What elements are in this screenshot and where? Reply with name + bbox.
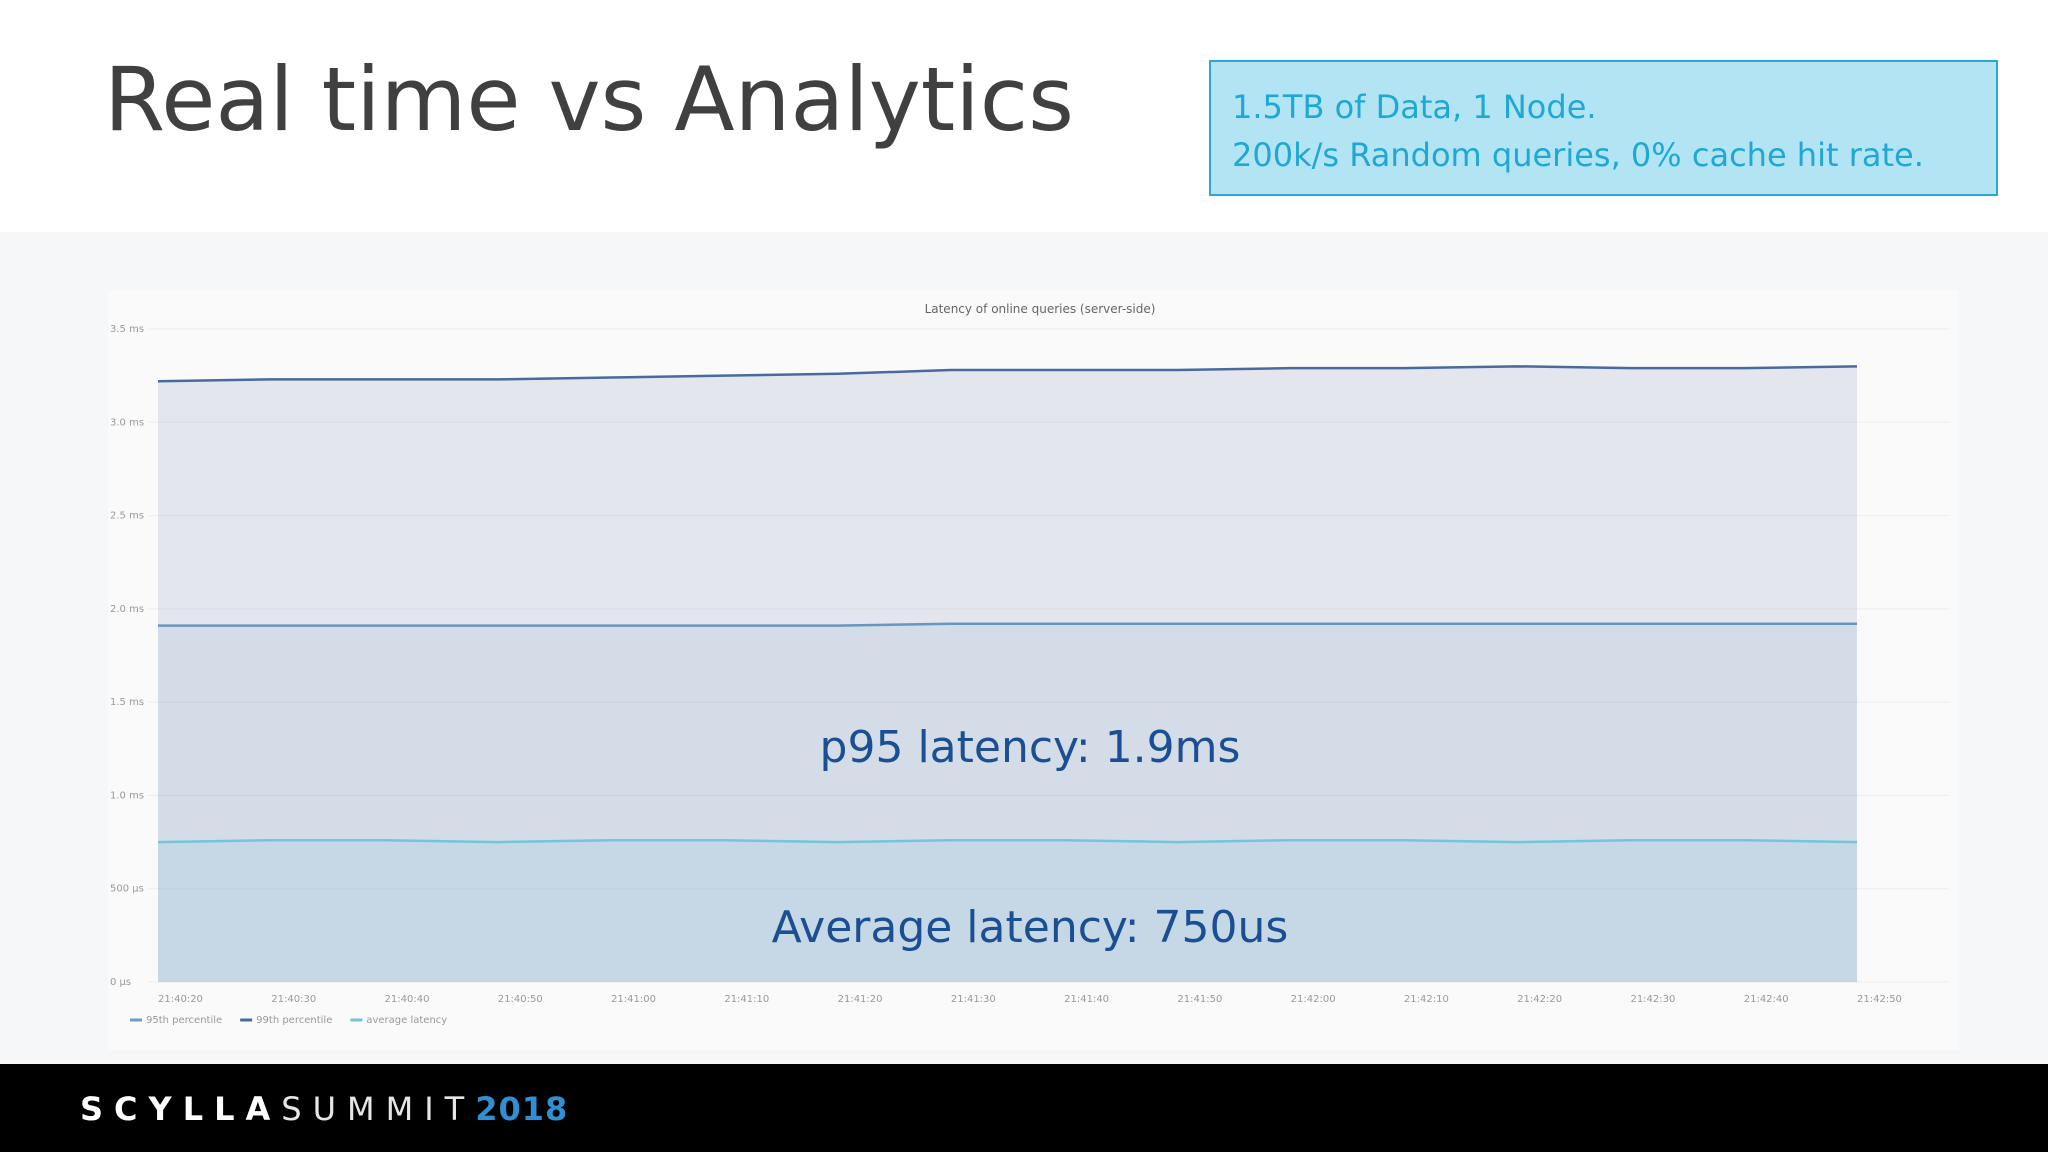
- line: [157, 365, 1858, 383]
- y-tick-label: 0 µs: [110, 977, 131, 988]
- y-tick-label: 1.0 ms: [110, 790, 144, 801]
- area: [158, 623, 1857, 982]
- info-box: [1209, 60, 1998, 196]
- y-tick-label: 2.5 ms: [110, 511, 144, 522]
- x-tick-label: 21:42:20: [1517, 994, 1562, 1005]
- brand: SCYLLA: [80, 1090, 281, 1128]
- x-tick-label: 21:40:30: [271, 994, 316, 1005]
- y-tick-label: 3.0 ms: [110, 417, 144, 428]
- x-tick-label: 21:41:10: [724, 994, 769, 1005]
- y-tick-label: 2.0 ms: [110, 604, 144, 615]
- area: [158, 840, 1857, 982]
- x-tick-label: 21:42:50: [1857, 994, 1902, 1005]
- x-tick-label: 21:40:50: [498, 994, 543, 1005]
- x-tick-label: 21:40:40: [385, 994, 430, 1005]
- x-tick-label: 21:41:00: [611, 994, 656, 1005]
- x-tick-label: 21:41:30: [951, 994, 996, 1005]
- plot: 0 µs 500 µs 1.0 ms 1.5 ms 2.0 ms 2.5 ms 3.0 ms…: [110, 324, 1949, 1026]
- x-tick-label: 21:42:10: [1404, 994, 1449, 1005]
- footer-logo: SCYLLASUMMIT2018: [80, 1090, 568, 1128]
- slide-title: Real time vs Analytics: [104, 48, 1074, 151]
- area: [158, 366, 1857, 982]
- year: 2018: [475, 1090, 568, 1128]
- x-tick-label: 21:42:40: [1744, 994, 1789, 1005]
- footer-bar: [0, 1064, 2048, 1152]
- y-tick-label: 1.5 ms: [110, 697, 144, 708]
- annotation: p95 latency: 1.9ms: [820, 722, 1241, 773]
- legend-label: average latency: [366, 1015, 447, 1026]
- x-tick-label: 21:41:40: [1064, 994, 1109, 1005]
- x-tick-label: 21:42:00: [1291, 994, 1336, 1005]
- legend-label: 99th percentile: [256, 1015, 332, 1026]
- y-tick-label: 3.5 ms: [110, 324, 144, 335]
- annotation: Average latency: 750us: [772, 902, 1289, 953]
- x-tick-label: 21:40:20: [158, 994, 203, 1005]
- info-line: 1.5TB of Data, 1 Node.: [1232, 88, 1597, 126]
- plot-panel: [108, 290, 1958, 1050]
- info-line: 200k/s Random queries, 0% cache hit rate…: [1232, 136, 1924, 174]
- line: [157, 838, 1858, 844]
- legend-label: 95th percentile: [146, 1015, 222, 1026]
- x-tick-label: 21:42:30: [1630, 994, 1675, 1005]
- line: [158, 622, 1857, 627]
- chart-title: Latency of online queries (server-side): [925, 302, 1156, 316]
- y-tick-label: 500 µs: [110, 884, 144, 895]
- event: SUMMIT: [281, 1090, 475, 1128]
- x-tick-label: 21:41:50: [1177, 994, 1222, 1005]
- x-tick-label: 21:41:20: [838, 994, 883, 1005]
